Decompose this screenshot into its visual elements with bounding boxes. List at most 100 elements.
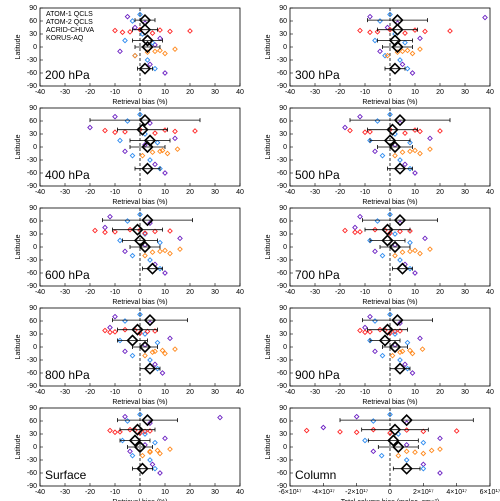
error-bar	[112, 227, 163, 232]
data-point	[420, 428, 427, 435]
data-point	[384, 52, 391, 59]
data-point	[164, 150, 171, 157]
x-tick-label: 20	[186, 289, 194, 296]
data-point	[152, 48, 158, 55]
data-point	[389, 352, 396, 359]
data-point	[422, 28, 428, 35]
data-point	[129, 252, 136, 259]
y-tick-label: 90	[29, 305, 37, 312]
data-point	[142, 352, 148, 359]
x-tick-label: 20	[186, 189, 194, 196]
data-point	[132, 24, 138, 31]
x-tick-label: 40	[236, 289, 244, 296]
panel-label: 500 hPa	[295, 168, 340, 182]
mean-marker	[138, 23, 152, 36]
data-point	[154, 365, 161, 372]
error-bar	[132, 466, 153, 471]
x-tick-label: 40	[486, 89, 494, 96]
data-point	[119, 29, 126, 36]
data-point	[407, 148, 413, 155]
data-point	[357, 113, 363, 120]
error-bar	[129, 145, 166, 149]
data-point	[137, 211, 143, 218]
x-tick-label: -20	[85, 189, 95, 196]
x-tick-label: 20	[436, 389, 444, 396]
x-tick-label: -30	[60, 289, 70, 296]
x-axis-label: Total column bias (molec. cm⁻²)	[341, 499, 440, 501]
x-tick-label: -10	[110, 389, 120, 396]
y-tick-label: 0	[33, 144, 37, 151]
x-tick-label: -30	[310, 389, 320, 396]
data-point	[137, 411, 143, 418]
panel-label: 600 hPa	[45, 268, 90, 282]
x-tick-label: 20	[186, 389, 194, 396]
legend-entry: ATOM-1 QCLS	[46, 11, 93, 18]
y-tick-label: 0	[33, 444, 37, 451]
mean-marker	[136, 462, 149, 475]
x-tick-label: 0	[388, 89, 392, 96]
x-tick-label: -20	[335, 189, 345, 196]
data-point	[124, 13, 131, 20]
y-axis-label: Latitude	[265, 34, 272, 59]
mean-marker	[391, 40, 404, 54]
data-point	[407, 165, 413, 172]
data-point	[482, 14, 488, 21]
y-tick-label: 60	[279, 318, 287, 325]
data-point	[127, 226, 133, 233]
data-point	[403, 427, 410, 433]
x-tick-label: -10	[360, 89, 370, 96]
data-point	[402, 130, 408, 136]
y-tick-label: -60	[277, 470, 287, 477]
data-point	[102, 327, 108, 334]
data-point	[137, 11, 143, 18]
data-point	[397, 349, 403, 356]
data-point	[357, 327, 363, 334]
x-tick-label: 30	[211, 289, 219, 296]
x-tick-label: 4×10¹⁷	[446, 489, 467, 496]
data-point	[357, 228, 363, 235]
data-point	[422, 235, 428, 242]
y-tick-label: -60	[27, 470, 37, 477]
data-point	[102, 224, 108, 231]
y-tick-label: 90	[279, 205, 287, 212]
data-point	[370, 418, 377, 424]
x-tick-label: -10	[360, 389, 370, 396]
data-point	[402, 361, 408, 368]
data-point	[162, 127, 168, 133]
x-tick-label: 10	[411, 289, 419, 296]
error-bar	[369, 338, 401, 343]
data-point	[387, 26, 393, 33]
legend-entry: ACRID-CHUVA	[46, 27, 94, 34]
y-axis-label: Latitude	[15, 434, 22, 459]
x-tick-label: -20	[335, 89, 345, 96]
x-tick-label: -10	[110, 489, 120, 496]
data-point	[370, 448, 377, 455]
data-point	[407, 239, 413, 246]
mean-marker	[381, 323, 394, 336]
data-point	[367, 29, 373, 36]
data-point	[417, 250, 423, 257]
x-tick-label: 40	[486, 389, 494, 396]
data-point	[402, 30, 408, 36]
data-point	[387, 411, 393, 418]
data-point	[372, 248, 378, 255]
y-tick-label: 90	[279, 405, 287, 412]
error-bar	[89, 118, 201, 123]
y-axis-label: Latitude	[15, 234, 22, 259]
data-point	[399, 149, 406, 156]
data-point	[107, 213, 113, 220]
data-point	[387, 330, 393, 336]
x-tick-label: -10	[110, 289, 120, 296]
data-point	[409, 70, 416, 76]
data-point	[132, 52, 138, 59]
data-point	[167, 446, 173, 453]
data-point	[122, 37, 128, 44]
data-point	[378, 452, 385, 459]
y-tick-label: 60	[29, 18, 37, 25]
data-point	[159, 347, 166, 354]
x-tick-label: -20	[85, 289, 95, 296]
data-point	[167, 250, 173, 257]
y-axis-label: Latitude	[265, 434, 272, 459]
x-axis-label: Retrieval bias (%)	[112, 199, 167, 206]
data-point	[127, 448, 133, 455]
